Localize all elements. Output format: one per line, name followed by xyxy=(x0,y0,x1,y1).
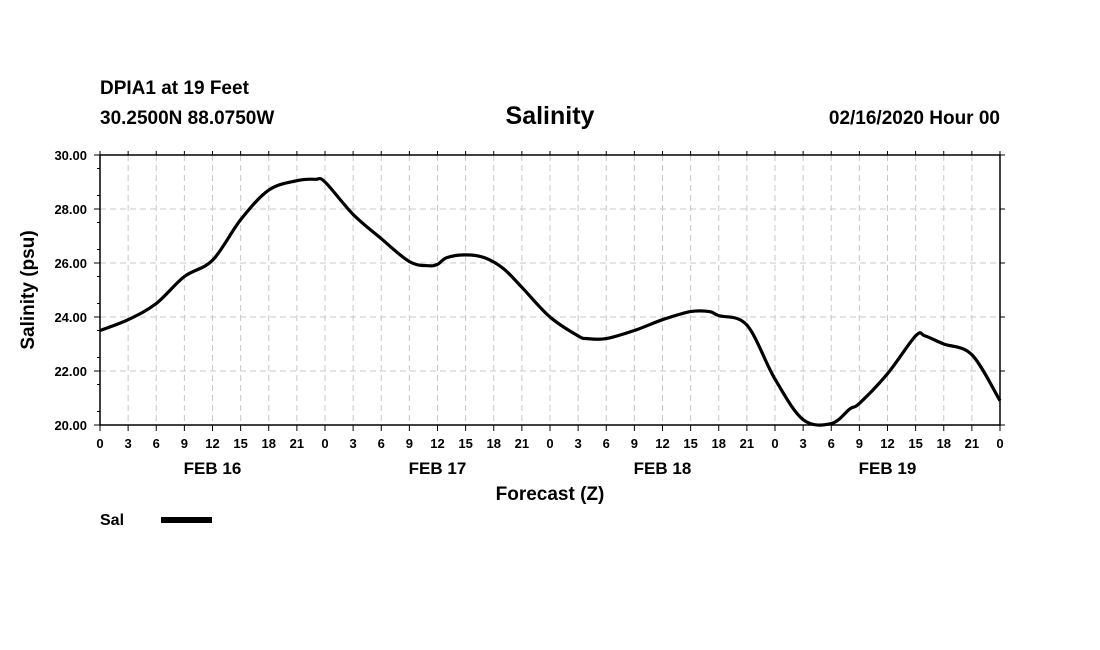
x-tick-label: 6 xyxy=(153,436,160,451)
station-label: DPIA1 at 19 Feet xyxy=(100,78,250,99)
y-tick-label: 30.00 xyxy=(54,148,87,163)
x-tick-label: 9 xyxy=(406,436,413,451)
y-tick-label: 20.00 xyxy=(54,418,87,433)
x-tick-label: 12 xyxy=(205,436,219,451)
y-tick-label: 22.00 xyxy=(54,364,87,379)
day-label: FEB 19 xyxy=(859,459,917,478)
axis-ticks: 0 3 6 9 12 15 18 21 0 3 6 9 12 15 18 21 0 3 6 9 12 15 18 21 0 3 6 9… xyxy=(54,148,1005,478)
x-tick-label: 0 xyxy=(546,436,553,451)
x-tick-label: 3 xyxy=(350,436,357,451)
x-tick-label: 6 xyxy=(828,436,835,451)
x-tick-label: 21 xyxy=(740,436,754,451)
x-tick-label: 3 xyxy=(800,436,807,451)
x-tick-label: 12 xyxy=(655,436,669,451)
y-tick-label: 26.00 xyxy=(54,256,87,271)
x-tick-label: 0 xyxy=(96,436,103,451)
x-tick-label: 3 xyxy=(575,436,582,451)
x-tick-label: 21 xyxy=(290,436,304,451)
day-label: FEB 16 xyxy=(184,459,242,478)
x-tick-label: 18 xyxy=(937,436,951,451)
day-label: FEB 17 xyxy=(409,459,467,478)
x-tick-label: 0 xyxy=(996,436,1003,451)
y-tick-label: 28.00 xyxy=(54,202,87,217)
x-tick-label: 21 xyxy=(965,436,979,451)
x-tick-label: 18 xyxy=(487,436,501,451)
x-tick-label: 9 xyxy=(631,436,638,451)
y-tick-label: 24.00 xyxy=(54,310,87,325)
x-tick-label: 9 xyxy=(856,436,863,451)
coordinates-label: 30.2500N 88.0750W xyxy=(100,108,274,129)
x-tick-label: 6 xyxy=(378,436,385,451)
x-tick-label: 15 xyxy=(458,436,472,451)
x-tick-label: 6 xyxy=(603,436,610,451)
x-tick-label: 3 xyxy=(125,436,132,451)
x-axis-label: Forecast (Z) xyxy=(496,484,605,505)
x-tick-label: 12 xyxy=(880,436,894,451)
series-layer xyxy=(99,176,1002,427)
chart-title: Salinity xyxy=(506,102,595,130)
grid xyxy=(100,155,1000,425)
x-tick-label: 0 xyxy=(321,436,328,451)
x-tick-label: 12 xyxy=(430,436,444,451)
x-tick-label: 15 xyxy=(683,436,697,451)
day-label: FEB 18 xyxy=(634,459,692,478)
x-tick-label: 18 xyxy=(712,436,726,451)
forecast-time-label: 02/16/2020 Hour 00 xyxy=(829,108,1000,129)
x-tick-label: 21 xyxy=(515,436,529,451)
y-axis-label: Salinity (psu) xyxy=(18,230,39,349)
x-tick-label: 18 xyxy=(262,436,276,451)
x-tick-label: 9 xyxy=(181,436,188,451)
legend-label: Sal xyxy=(100,512,124,529)
x-tick-label: 15 xyxy=(908,436,922,451)
series-line-sal xyxy=(99,176,1002,427)
x-tick-label: 15 xyxy=(233,436,247,451)
x-tick-label: 0 xyxy=(771,436,778,451)
